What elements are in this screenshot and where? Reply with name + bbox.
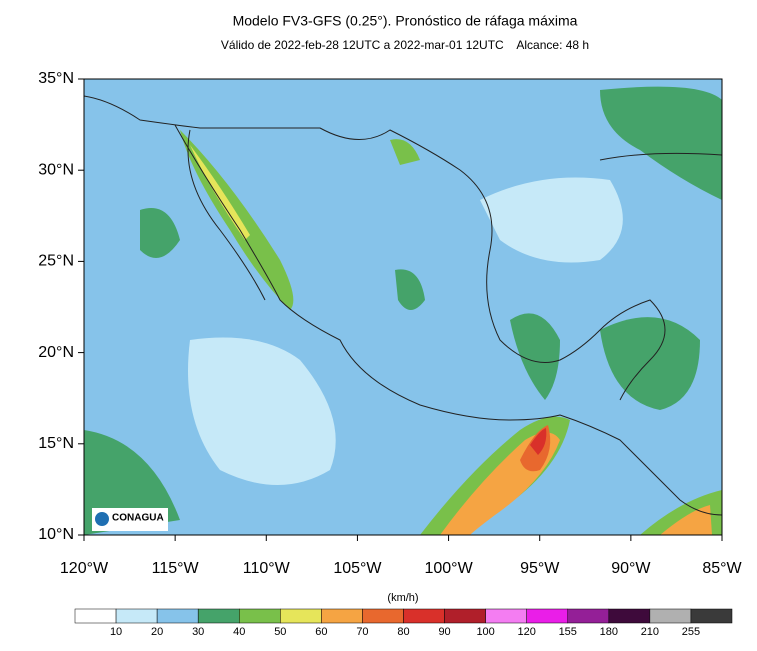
logo-box: [92, 508, 168, 531]
colorbar-label: 30: [192, 626, 204, 638]
colorbar-segment: [649, 608, 692, 624]
logo-icon: [95, 512, 109, 526]
colorbar-segment: [403, 608, 445, 624]
colorbar-label: 210: [641, 626, 659, 638]
colorbar-label: 20: [151, 626, 163, 638]
colorbar-label: 90: [438, 626, 450, 638]
colorbar-label: 60: [315, 626, 327, 638]
lat-label: 30°N: [38, 161, 74, 178]
lat-label: 25°N: [38, 253, 74, 270]
map-field: [84, 79, 722, 535]
logo-text: CONAGUA: [112, 513, 164, 524]
lat-label: 10°N: [38, 526, 74, 543]
colorbar-label: 70: [356, 626, 368, 638]
lon-label: 100°W: [424, 560, 473, 577]
colorbar-segment: [690, 608, 733, 624]
lat-label: 20°N: [38, 344, 74, 361]
colorbar-segment: [156, 608, 199, 624]
colorbar-label: 50: [274, 626, 286, 638]
lat-label: 15°N: [38, 435, 74, 452]
colorbar-segment: [239, 608, 281, 624]
colorbar-segment: [280, 608, 322, 624]
lon-label: 85°W: [702, 560, 742, 577]
lon-label: 115°W: [152, 560, 200, 577]
colorbar-label: 10: [110, 626, 122, 638]
map-frame: [83, 78, 723, 536]
colorbar-label: 40: [233, 626, 245, 638]
colorbar-label: 180: [600, 626, 618, 638]
lon-label: 105°W: [333, 560, 382, 577]
colorbar-segment: [74, 608, 117, 624]
colorbar-label: 255: [682, 626, 700, 638]
colorbar-label: 80: [397, 626, 409, 638]
colorbar-label: 155: [559, 626, 577, 638]
colorbar-segment: [197, 608, 240, 624]
lat-label: 35°N: [38, 70, 74, 87]
title: Modelo FV3-GFS (0.25°). Pronóstico de rá…: [233, 13, 578, 29]
colorbar-segment: [526, 608, 568, 624]
colorbar-segment: [444, 608, 486, 624]
lon-label: 110°W: [243, 560, 291, 577]
colorbar-segment: [321, 608, 363, 624]
lon-label: 120°W: [60, 560, 109, 577]
subtitle: Válido de 2022-feb-28 12UTC a 2022-mar-0…: [221, 38, 589, 52]
colorbar-segment: [115, 608, 158, 624]
colorbar-segment: [567, 608, 610, 624]
lon-label: 90°W: [611, 560, 651, 577]
colorbar-segment: [485, 608, 527, 624]
colorbar-segment: [362, 608, 404, 624]
colorbar-unit: (km/h): [387, 592, 418, 604]
colorbar-label: 100: [476, 626, 494, 638]
colorbar-segment: [608, 608, 651, 624]
colorbar-label: 120: [518, 626, 536, 638]
lon-label: 95°W: [520, 560, 560, 577]
